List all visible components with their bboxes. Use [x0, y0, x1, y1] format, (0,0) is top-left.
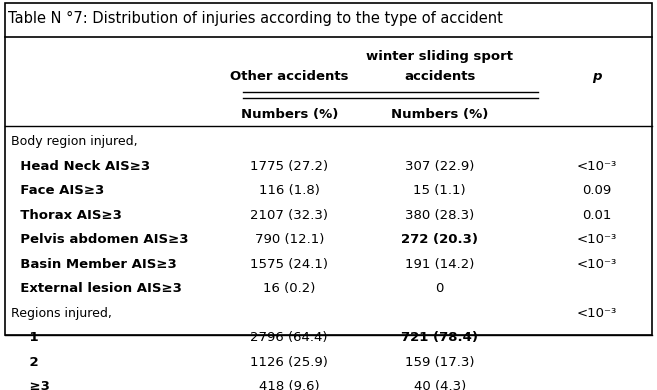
- Text: Head Neck AIS≥3: Head Neck AIS≥3: [11, 160, 150, 173]
- Text: Face AIS≥3: Face AIS≥3: [11, 184, 104, 197]
- Text: 272 (20.3): 272 (20.3): [401, 233, 478, 246]
- Text: Other accidents: Other accidents: [230, 70, 348, 83]
- Text: winter sliding sport: winter sliding sport: [366, 50, 513, 63]
- Text: <10⁻³: <10⁻³: [577, 160, 617, 173]
- Text: 790 (12.1): 790 (12.1): [254, 233, 324, 246]
- Text: 1575 (24.1): 1575 (24.1): [250, 258, 328, 271]
- Text: 40 (4.3): 40 (4.3): [414, 380, 466, 390]
- Text: Numbers (%): Numbers (%): [391, 108, 488, 121]
- Text: 2107 (32.3): 2107 (32.3): [250, 209, 328, 222]
- Text: 1126 (25.9): 1126 (25.9): [250, 356, 328, 369]
- Text: External lesion AIS≥3: External lesion AIS≥3: [11, 282, 182, 295]
- Text: Body region injured,: Body region injured,: [11, 135, 138, 149]
- Text: p: p: [592, 70, 601, 83]
- Text: Regions injured,: Regions injured,: [11, 307, 112, 320]
- Text: Numbers (%): Numbers (%): [240, 108, 338, 121]
- Text: Thorax AIS≥3: Thorax AIS≥3: [11, 209, 122, 222]
- Text: 1: 1: [11, 331, 39, 344]
- Text: 159 (17.3): 159 (17.3): [405, 356, 474, 369]
- Text: <10⁻³: <10⁻³: [577, 258, 617, 271]
- Text: 380 (28.3): 380 (28.3): [405, 209, 474, 222]
- Text: 1775 (27.2): 1775 (27.2): [250, 160, 328, 173]
- Text: 116 (1.8): 116 (1.8): [259, 184, 320, 197]
- Text: 191 (14.2): 191 (14.2): [405, 258, 474, 271]
- Text: 721 (78.4): 721 (78.4): [401, 331, 478, 344]
- Text: <10⁻³: <10⁻³: [577, 233, 617, 246]
- Text: 15 (1.1): 15 (1.1): [413, 184, 466, 197]
- Text: 16 (0.2): 16 (0.2): [263, 282, 315, 295]
- Text: 2796 (64.4): 2796 (64.4): [250, 331, 328, 344]
- Text: ≥3: ≥3: [11, 380, 50, 390]
- Text: Basin Member AIS≥3: Basin Member AIS≥3: [11, 258, 177, 271]
- Text: 0: 0: [436, 282, 444, 295]
- Text: 2: 2: [11, 356, 39, 369]
- Text: 0.01: 0.01: [582, 209, 612, 222]
- Text: <10⁻³: <10⁻³: [577, 307, 617, 320]
- Text: accidents: accidents: [404, 70, 476, 83]
- Text: 307 (22.9): 307 (22.9): [405, 160, 474, 173]
- Text: 0.09: 0.09: [582, 184, 612, 197]
- Text: Table N °7: Distribution of injuries according to the type of accident: Table N °7: Distribution of injuries acc…: [8, 11, 503, 27]
- Text: 418 (9.6): 418 (9.6): [259, 380, 319, 390]
- Text: Pelvis abdomen AIS≥3: Pelvis abdomen AIS≥3: [11, 233, 189, 246]
